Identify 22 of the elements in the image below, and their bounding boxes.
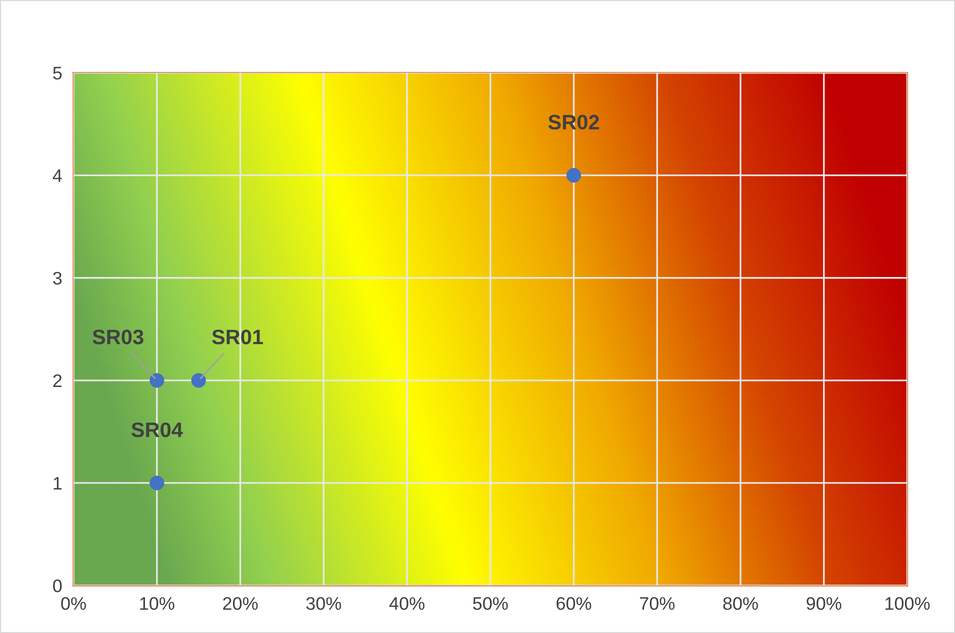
x-tick-label: 10%: [140, 597, 174, 610]
x-tick-label: 20%: [223, 597, 258, 610]
x-tick-label: 80%: [723, 597, 758, 610]
x-tick-label: 60%: [556, 597, 592, 610]
point: [150, 476, 164, 490]
point: [150, 373, 164, 388]
y-tick-label: 5: [53, 66, 62, 80]
x-tick-label: 0%: [61, 597, 86, 610]
y-tick-label: 4: [52, 169, 62, 182]
y-tick-label: 0: [53, 579, 62, 592]
y-tick-label: 3: [53, 272, 62, 285]
y-tick-label: 2: [53, 374, 62, 387]
point: [566, 168, 582, 183]
x-tick-label: 90%: [806, 597, 842, 610]
x-tick-label: 30%: [306, 597, 342, 610]
x-tick-label: 70%: [640, 597, 675, 610]
annotation: SR03: [92, 330, 144, 344]
x-tick-label: 100%: [886, 597, 930, 610]
point: [191, 373, 206, 388]
x-tick-label: 40%: [389, 597, 424, 610]
y-tick-label: 1: [54, 477, 62, 490]
x-tick-label: 50%: [473, 597, 508, 610]
